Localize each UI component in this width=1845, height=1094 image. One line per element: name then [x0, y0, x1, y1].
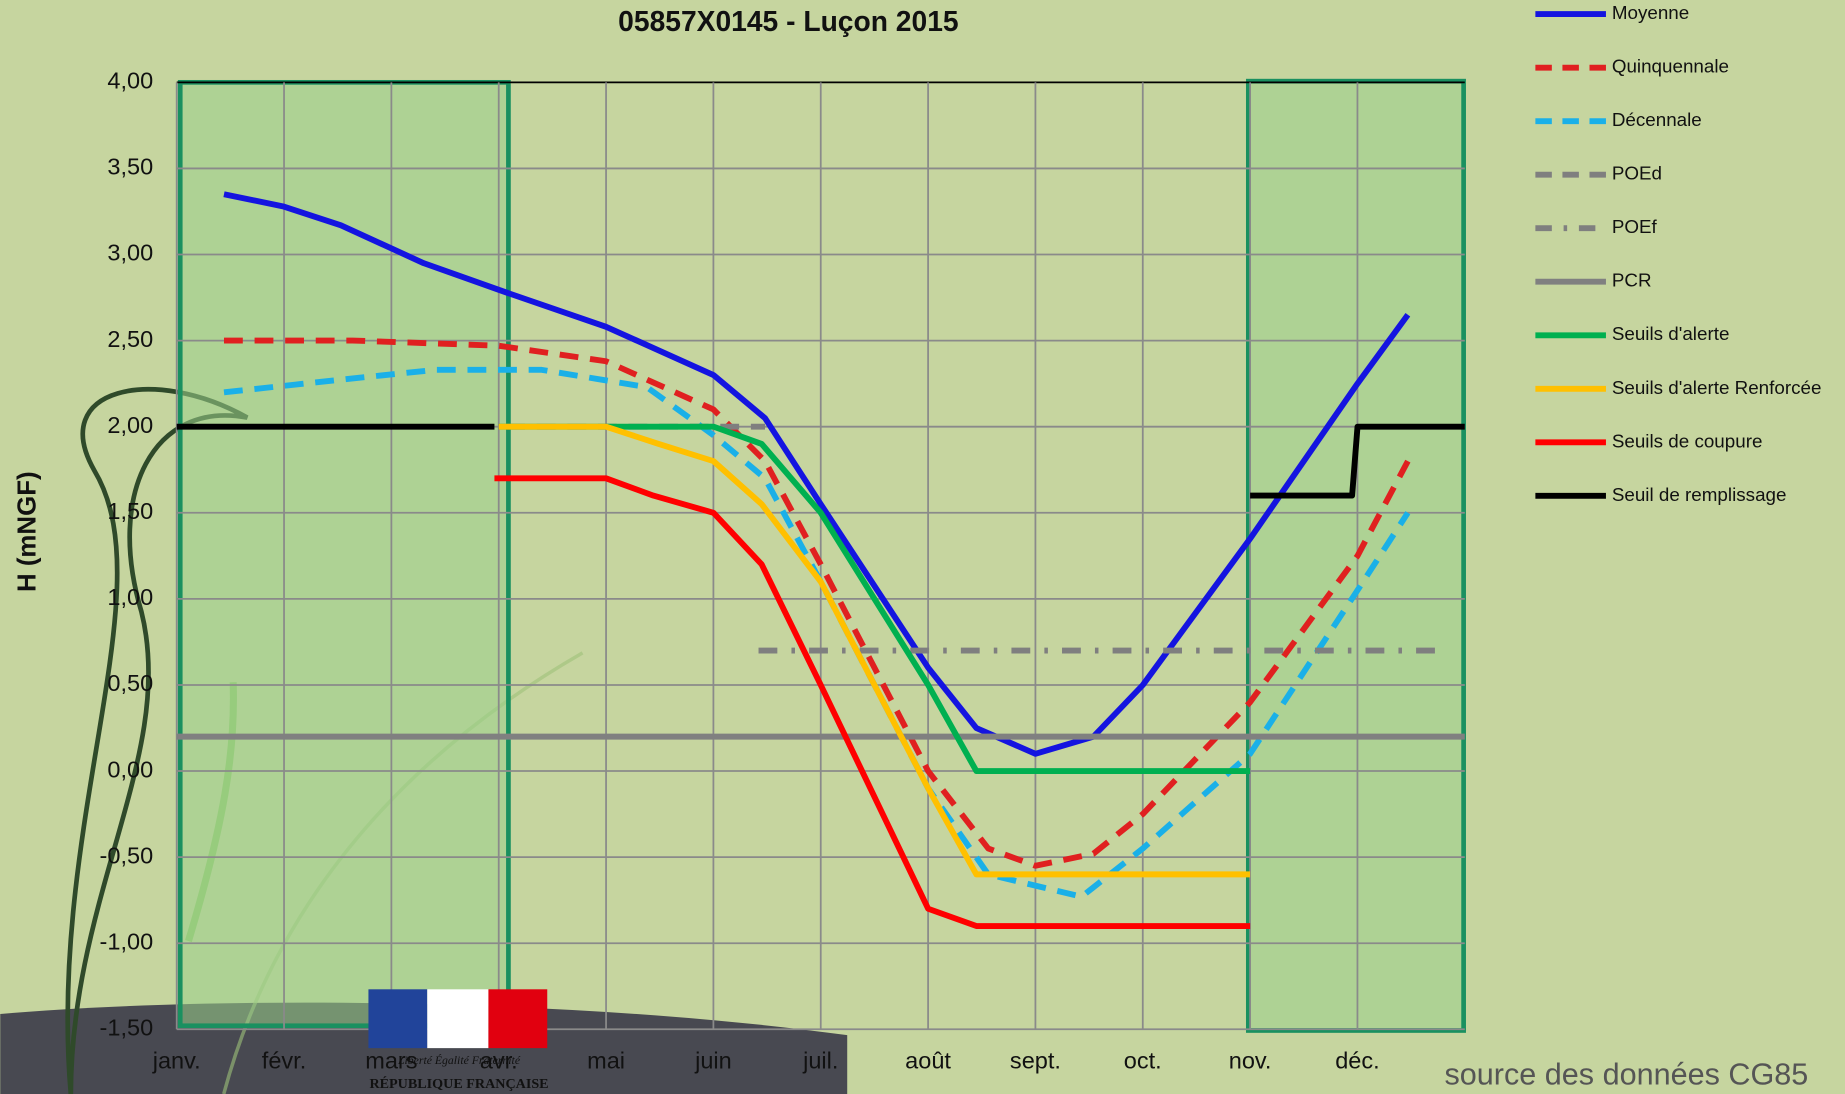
- chart-title: 05857X0145 - Luçon 2015: [618, 5, 958, 37]
- legend-label: POEd: [1612, 163, 1662, 184]
- series-line: [494, 478, 1250, 926]
- logo-red: [488, 989, 547, 1048]
- x-tick-label: oct.: [1124, 1047, 1162, 1073]
- x-tick-label: mai: [587, 1047, 625, 1073]
- source-note: source des données CG85: [1445, 1057, 1809, 1091]
- x-tick-label: janv.: [152, 1047, 201, 1073]
- y-tick-label: 3,00: [107, 240, 153, 266]
- legend-label: Seuils d'alerte: [1612, 323, 1730, 344]
- legend-label: PCR: [1612, 270, 1652, 291]
- legend-label: Seuils d'alerte Renforcée: [1612, 377, 1822, 398]
- y-tick-label: -1,50: [100, 1015, 154, 1041]
- x-tick-label: sept.: [1010, 1047, 1061, 1073]
- logo-motto: Liberté Égalité Fraternité: [397, 1053, 521, 1067]
- x-tick-label: févr.: [262, 1047, 306, 1073]
- y-tick-label: 1,00: [107, 584, 153, 610]
- y-tick-label: -1,00: [100, 928, 154, 954]
- y-tick-label: 4,00: [107, 68, 153, 94]
- x-tick-label: août: [905, 1047, 951, 1073]
- chart: 4,00 3,50 3,00 2,50 2,00 1,50 1,00 0,50 0,00 -0,5…: [0, 0, 1845, 1094]
- y-axis-title: H (mNGF): [13, 471, 41, 592]
- x-tick-label: juil.: [802, 1047, 838, 1073]
- logo-blue: [368, 989, 427, 1048]
- x-tick-label: juin: [694, 1047, 732, 1073]
- legend-label: Quinquennale: [1612, 56, 1729, 77]
- legend: Moyenne Quinquennale Décennale POEd POEf PCR S…: [1535, 2, 1821, 505]
- x-tick-label: nov.: [1229, 1047, 1272, 1073]
- y-tick-label: 0,00: [107, 756, 153, 782]
- legend-label: Seuil de remplissage: [1612, 484, 1787, 505]
- legend-label: Seuils de coupure: [1612, 430, 1763, 451]
- y-tick-label: 1,50: [107, 498, 153, 524]
- x-tick-label: déc.: [1335, 1047, 1379, 1073]
- y-tick-label: -0,50: [100, 842, 154, 868]
- y-tick-label: 0,50: [107, 670, 153, 696]
- legend-label: Moyenne: [1612, 2, 1689, 23]
- logo-white: [427, 989, 488, 1048]
- y-tick-label: 2,50: [107, 326, 153, 352]
- page: {"chart_data": { "type": "line", "title"…: [0, 0, 1845, 1094]
- y-tick-label: 2,00: [107, 412, 153, 438]
- legend-label: Décennale: [1612, 109, 1702, 130]
- legend-label: POEf: [1612, 216, 1658, 237]
- logo-text: RÉPUBLIQUE FRANÇAISE: [369, 1075, 548, 1092]
- y-tick-label: 3,50: [107, 154, 153, 180]
